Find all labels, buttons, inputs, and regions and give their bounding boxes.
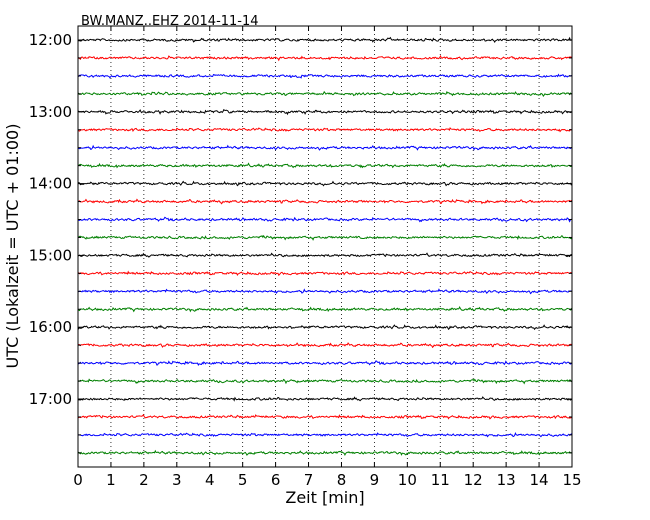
trace-14 xyxy=(77,288,573,295)
trace-1 xyxy=(77,54,573,62)
trace-4 xyxy=(77,108,573,116)
x-tick-label-9: 9 xyxy=(370,471,380,489)
y-tick-label-1: 13:00 xyxy=(29,103,72,121)
x-tick-label-0: 0 xyxy=(73,471,83,489)
x-tick-label-8: 8 xyxy=(337,471,347,489)
trace-5 xyxy=(77,127,573,133)
trace-2 xyxy=(77,73,573,79)
trace-13 xyxy=(77,270,573,277)
x-tick-label-3: 3 xyxy=(172,471,182,489)
x-tick-label-4: 4 xyxy=(205,471,215,489)
trace-18 xyxy=(77,360,573,366)
trace-19 xyxy=(77,378,573,385)
trace-10 xyxy=(77,216,573,223)
trace-11 xyxy=(77,234,573,241)
trace-17 xyxy=(77,342,573,349)
x-tick-label-13: 13 xyxy=(497,471,516,489)
trace-9 xyxy=(77,198,573,205)
traces xyxy=(77,36,573,456)
x-axis-ticks: 0 1 2 3 4 5 6 7 8 9 10 11 12 13 14 15 xyxy=(73,26,582,489)
x-axis-label: Zeit [min] xyxy=(285,488,364,507)
trace-22 xyxy=(77,431,573,438)
x-tick-label-12: 12 xyxy=(464,471,483,489)
trace-15 xyxy=(77,305,573,313)
y-axis-ticks: 12:00 13:00 14:00 15:00 16:00 17:00 xyxy=(29,31,572,454)
trace-3 xyxy=(77,90,573,98)
grid-lines xyxy=(110,26,540,467)
trace-12 xyxy=(77,252,573,258)
x-tick-label-1: 1 xyxy=(106,471,116,489)
x-tick-label-6: 6 xyxy=(271,471,281,489)
x-tick-label-15: 15 xyxy=(562,471,581,489)
y-tick-label-0: 12:00 xyxy=(29,31,72,49)
trace-0 xyxy=(77,36,573,43)
trace-6 xyxy=(77,144,573,151)
trace-20 xyxy=(77,396,573,402)
x-tick-label-10: 10 xyxy=(398,471,417,489)
plot-frame xyxy=(77,25,573,468)
y-tick-label-3: 15:00 xyxy=(29,246,72,264)
x-tick-label-14: 14 xyxy=(530,471,549,489)
trace-16 xyxy=(77,324,573,331)
y-tick-label-2: 14:00 xyxy=(29,175,72,193)
trace-23 xyxy=(77,449,573,456)
chart-title: BW.MANZ..EHZ 2014-11-14 xyxy=(81,14,259,29)
y-axis-label: UTC (Lokalzeit = UTC + 01:00) xyxy=(3,124,22,369)
x-tick-label-11: 11 xyxy=(431,471,450,489)
x-tick-label-2: 2 xyxy=(139,471,149,489)
x-tick-label-7: 7 xyxy=(304,471,314,489)
trace-8 xyxy=(77,180,573,187)
y-tick-label-5: 17:00 xyxy=(29,390,72,408)
trace-7 xyxy=(77,162,573,169)
y-tick-label-4: 16:00 xyxy=(29,318,72,336)
x-tick-label-5: 5 xyxy=(238,471,248,489)
trace-21 xyxy=(77,413,573,420)
